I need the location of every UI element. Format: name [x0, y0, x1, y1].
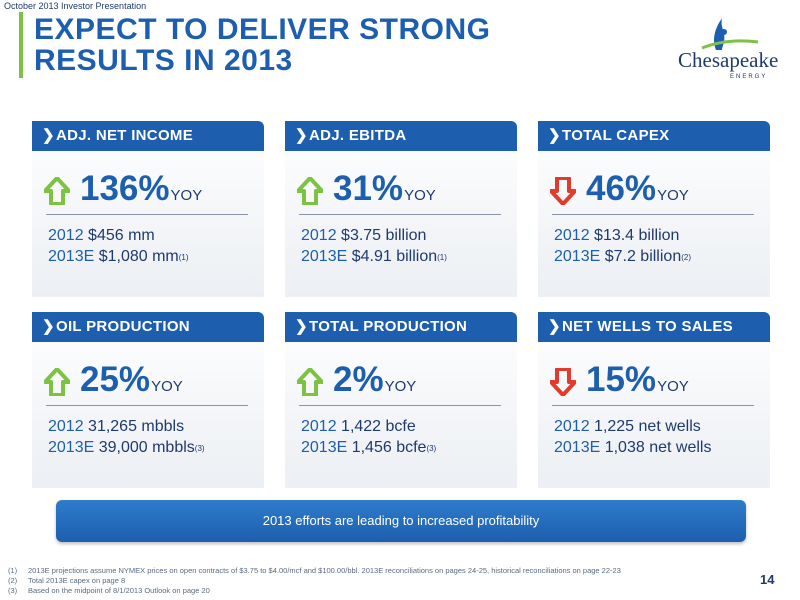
page-number: 14: [760, 572, 775, 587]
chevron-right-icon: ❯: [42, 318, 55, 335]
value-2013e: 2013E $7.2 billion(2): [554, 248, 691, 265]
value-2013e: 2013E 1,456 bcfe(3): [301, 439, 437, 456]
yoy-label: YOY: [384, 378, 417, 395]
value-2012: 2012 31,265 mbbls: [48, 418, 185, 435]
yoy-percent: 136%YOY: [80, 169, 203, 208]
down-arrow-icon: [550, 368, 576, 396]
value-2013e: 2013E $4.91 billion(1): [301, 248, 447, 265]
divider: [46, 405, 248, 406]
footnote-ref: (3): [426, 444, 437, 453]
yoy-percent: 25%YOY: [80, 360, 183, 399]
value-2012: 2012 $13.4 billion: [554, 227, 680, 244]
chevron-right-icon: ❯: [548, 127, 561, 144]
yoy-percent: 31%YOY: [333, 169, 436, 208]
value-2012: 2012 1,422 bcfe: [301, 418, 416, 435]
yoy-label: YOY: [657, 187, 689, 204]
card-header-label: TOTAL CAPEX: [562, 127, 670, 144]
down-arrow-icon: [550, 177, 576, 205]
chevron-right-icon: ❯: [42, 127, 55, 144]
card-header: ❯NET WELLS TO SALES: [538, 312, 770, 342]
logo-wordmark: Chesapeake: [678, 48, 779, 72]
card-header-label: NET WELLS TO SALES: [562, 318, 733, 335]
card-header: ❯ADJ. NET INCOME: [32, 121, 264, 151]
footnote-ref: (1): [437, 253, 447, 262]
chevron-right-icon: ❯: [295, 318, 308, 335]
yoy-metric: 31%YOY: [291, 169, 511, 211]
metric-card-adj-ebitda: ❯ADJ. EBITDA 31%YOY 2012 $3.75 billion 2…: [285, 121, 517, 297]
logo-flame-icon: [701, 18, 759, 50]
metric-card-total-capex: ❯TOTAL CAPEX 46%YOY 2012 $13.4 billion 2…: [538, 121, 770, 297]
title-accent-bar: [19, 12, 23, 78]
yoy-label: YOY: [657, 378, 689, 395]
divider: [552, 214, 754, 215]
title-line-2: RESULTS IN 2013: [34, 44, 293, 77]
card-header: ❯OIL PRODUCTION: [32, 312, 264, 342]
divider: [299, 214, 501, 215]
yoy-percent: 2%YOY: [333, 360, 417, 399]
yoy-metric: 136%YOY: [38, 169, 258, 211]
footnote-ref: (3): [194, 444, 205, 453]
title-line-1: EXPECT TO DELIVER STRONG: [34, 13, 491, 46]
yoy-percent: 15%YOY: [586, 360, 689, 399]
yoy-metric: 2%YOY: [291, 360, 511, 402]
card-header: ❯TOTAL PRODUCTION: [285, 312, 517, 342]
presentation-label: October 2013 Investor Presentation: [4, 1, 147, 11]
profitability-banner: 2013 efforts are leading to increased pr…: [56, 500, 746, 542]
card-header-label: TOTAL PRODUCTION: [309, 318, 468, 335]
metric-card-adj-net-income: ❯ADJ. NET INCOME 136%YOY 2012 $456 mm 20…: [32, 121, 264, 297]
value-2013e: 2013E $1,080 mm(1): [48, 248, 189, 265]
up-arrow-icon: [44, 177, 70, 205]
value-2013e: 2013E 1,038 net wells: [554, 439, 712, 456]
value-2012: 2012 $3.75 billion: [301, 227, 427, 244]
metric-card-net-wells-to-sales: ❯NET WELLS TO SALES 15%YOY 2012 1,225 ne…: [538, 312, 770, 488]
chesapeake-logo: Chesapeake ENERGY: [672, 12, 778, 92]
up-arrow-icon: [297, 177, 323, 205]
metric-card-total-production: ❯TOTAL PRODUCTION 2%YOY 2012 1,422 bcfe …: [285, 312, 517, 488]
chevron-right-icon: ❯: [295, 127, 308, 144]
footnote-ref: (1): [178, 253, 189, 262]
card-header-label: ADJ. NET INCOME: [56, 127, 194, 144]
logo-subtitle: ENERGY: [730, 74, 768, 80]
metric-card-oil-production: ❯OIL PRODUCTION 25%YOY 2012 31,265 mbbls…: [32, 312, 264, 488]
divider: [299, 405, 501, 406]
yoy-metric: 15%YOY: [544, 360, 764, 402]
footnote-2: (2) Total 2013E capex on page 8: [8, 576, 126, 585]
card-header: ❯ADJ. EBITDA: [285, 121, 517, 151]
yoy-label: YOY: [151, 378, 183, 395]
card-header: ❯TOTAL CAPEX: [538, 121, 770, 151]
up-arrow-icon: [44, 368, 70, 396]
value-2012: 2012 $456 mm: [48, 227, 155, 244]
footnote-1: (1) 2013E projections assume NYMEX prices…: [8, 566, 621, 575]
value-2012: 2012 1,225 net wells: [554, 418, 701, 435]
page-title: EXPECT TO DELIVER STRONG RESULTS IN 2013: [34, 14, 491, 76]
chevron-right-icon: ❯: [548, 318, 561, 335]
yoy-label: YOY: [404, 187, 436, 204]
footnote-ref: (2): [681, 253, 691, 262]
yoy-label: YOY: [170, 187, 203, 204]
up-arrow-icon: [297, 368, 323, 396]
footnotes: (1) 2013E projections assume NYMEX prices…: [8, 566, 621, 596]
card-header-label: OIL PRODUCTION: [56, 318, 190, 335]
divider: [46, 214, 248, 215]
yoy-metric: 46%YOY: [544, 169, 764, 211]
divider: [552, 405, 754, 406]
yoy-metric: 25%YOY: [38, 360, 258, 402]
footnote-3: (3) Based on the midpoint of 8/1/2013 Out…: [8, 586, 210, 595]
value-2013e: 2013E 39,000 mbbls(3): [48, 439, 205, 456]
yoy-percent: 46%YOY: [586, 169, 689, 208]
card-header-label: ADJ. EBITDA: [309, 127, 407, 144]
